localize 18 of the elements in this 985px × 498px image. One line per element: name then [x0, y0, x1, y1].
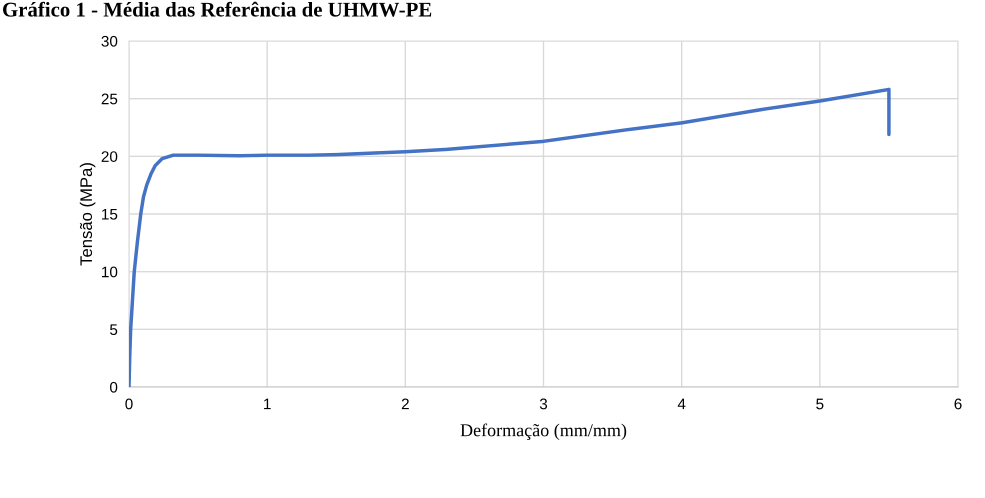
y-tick-label: 5: [110, 324, 118, 336]
y-tick-label: 25: [102, 94, 118, 104]
y-axis-title: Tensão (MPa): [80, 163, 96, 266]
x-tick-label: 4: [678, 398, 686, 410]
y-tick-label: 15: [102, 209, 118, 220]
y-tick-label: 20: [102, 151, 118, 162]
x-axis-title: Deformação (mm/mm): [460, 423, 626, 440]
y-tick-label: 10: [102, 266, 118, 278]
x-tick-label: 1: [264, 398, 271, 410]
y-tick-label: 30: [101, 36, 118, 47]
x-tick-label: 3: [540, 398, 548, 410]
x-tick-label: 2: [402, 398, 409, 410]
line-series: [129, 88, 891, 387]
x-tick-label: 0: [125, 398, 133, 410]
y-tick-label: 0: [110, 382, 118, 393]
x-tick-label: 5: [816, 398, 824, 410]
x-tick-label: 6: [954, 398, 962, 410]
chart-title: Gráfico 1 - Média das Referência de UHMW-PE: [3, 2, 432, 17]
